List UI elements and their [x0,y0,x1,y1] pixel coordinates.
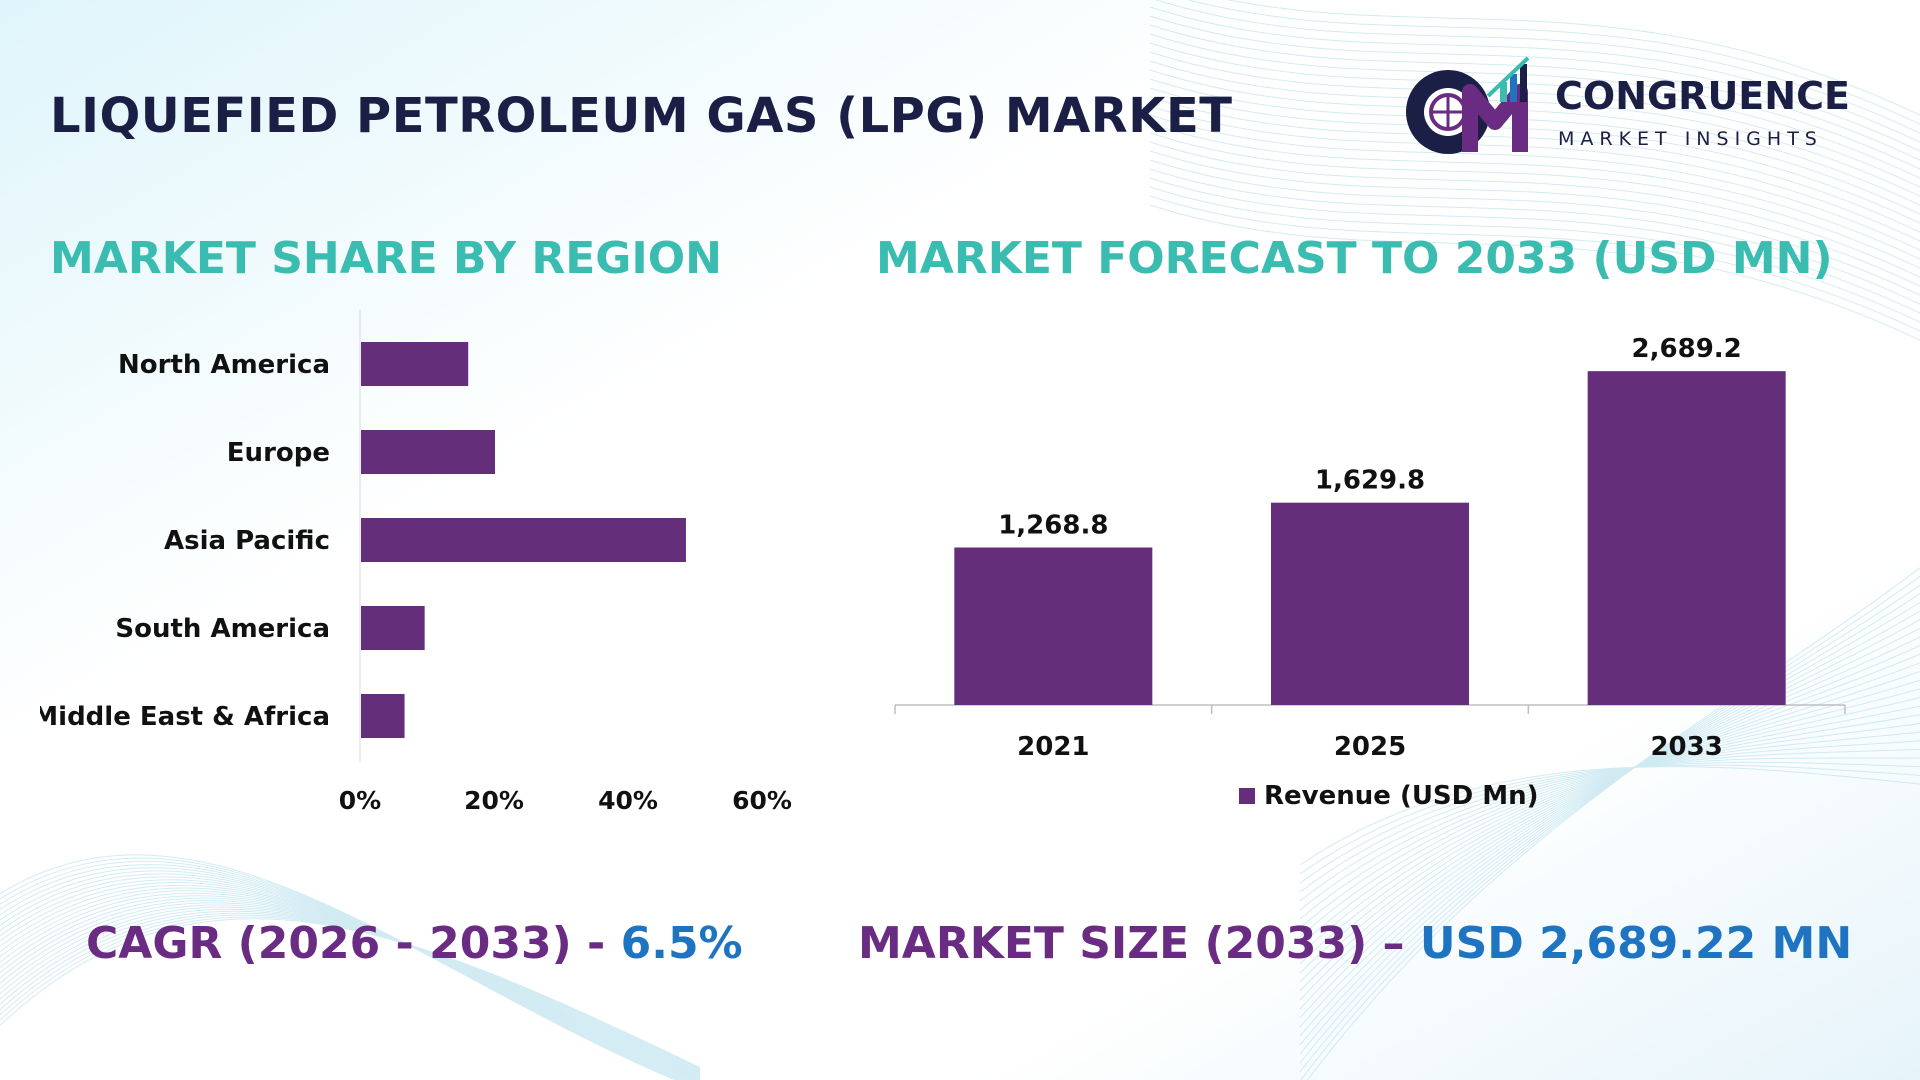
market-size-stat: MARKET SIZE (2033) – USD 2,689.22 MN [858,918,1852,969]
cagr-stat: CAGR (2026 - 2033) - 6.5% [86,918,743,969]
region-label: Asia Pacific [164,526,330,556]
logo-icon [1406,56,1530,154]
brand-logo: CONGRUENCE MARKET INSIGHTS [1400,52,1870,162]
region-label: South America [115,614,330,644]
forecast-bar [1271,502,1469,705]
region-label: Europe [227,438,330,468]
brand-name: CONGRUENCE [1555,74,1850,118]
forecast-category-label: 2033 [1650,732,1722,762]
region-bar [361,606,425,650]
region-bar [361,342,469,386]
region-bar [361,518,686,562]
brand-tagline: MARKET INSIGHTS [1558,128,1823,150]
forecast-data-label: 1,268.8 [998,510,1108,540]
forecast-bar [1587,371,1786,705]
market-size-label: MARKET SIZE (2033) – [858,918,1420,969]
region-label: Middle East & Africa [40,702,330,732]
forecast-bar [954,547,1153,705]
market-size-value: USD 2,689.22 MN [1419,918,1853,969]
legend-swatch [1239,788,1255,804]
region-share-chart: North America Europe Asia Pacific South Ame… [40,310,792,815]
region-x-tick: 20% [464,786,524,815]
region-bar [361,694,405,738]
region-x-tick: 40% [598,786,658,815]
cagr-label: CAGR (2026 - 2033) - [86,918,621,969]
page-title: LIQUEFIED PETROLEUM GAS (LPG) MARKET [50,88,1233,144]
forecast-chart-title: MARKET FORECAST TO 2033 (USD MN) [876,233,1833,284]
forecast-category-label: 2021 [1017,732,1089,762]
market-forecast-chart: 1,268.8 2021 1,629.8 2025 2,689.2 2033 Revenue… [894,334,1846,811]
region-bar [361,430,495,474]
region-label: North America [118,350,330,380]
region-x-tick: 0% [339,786,381,815]
region-chart-title: MARKET SHARE BY REGION [50,233,722,284]
cagr-value: 6.5% [620,918,743,969]
legend-label: Revenue (USD Mn) [1264,781,1539,811]
forecast-data-label: 2,689.2 [1632,334,1742,364]
forecast-data-label: 1,629.8 [1315,466,1425,496]
region-x-tick: 60% [732,786,792,815]
forecast-category-label: 2025 [1334,732,1406,762]
